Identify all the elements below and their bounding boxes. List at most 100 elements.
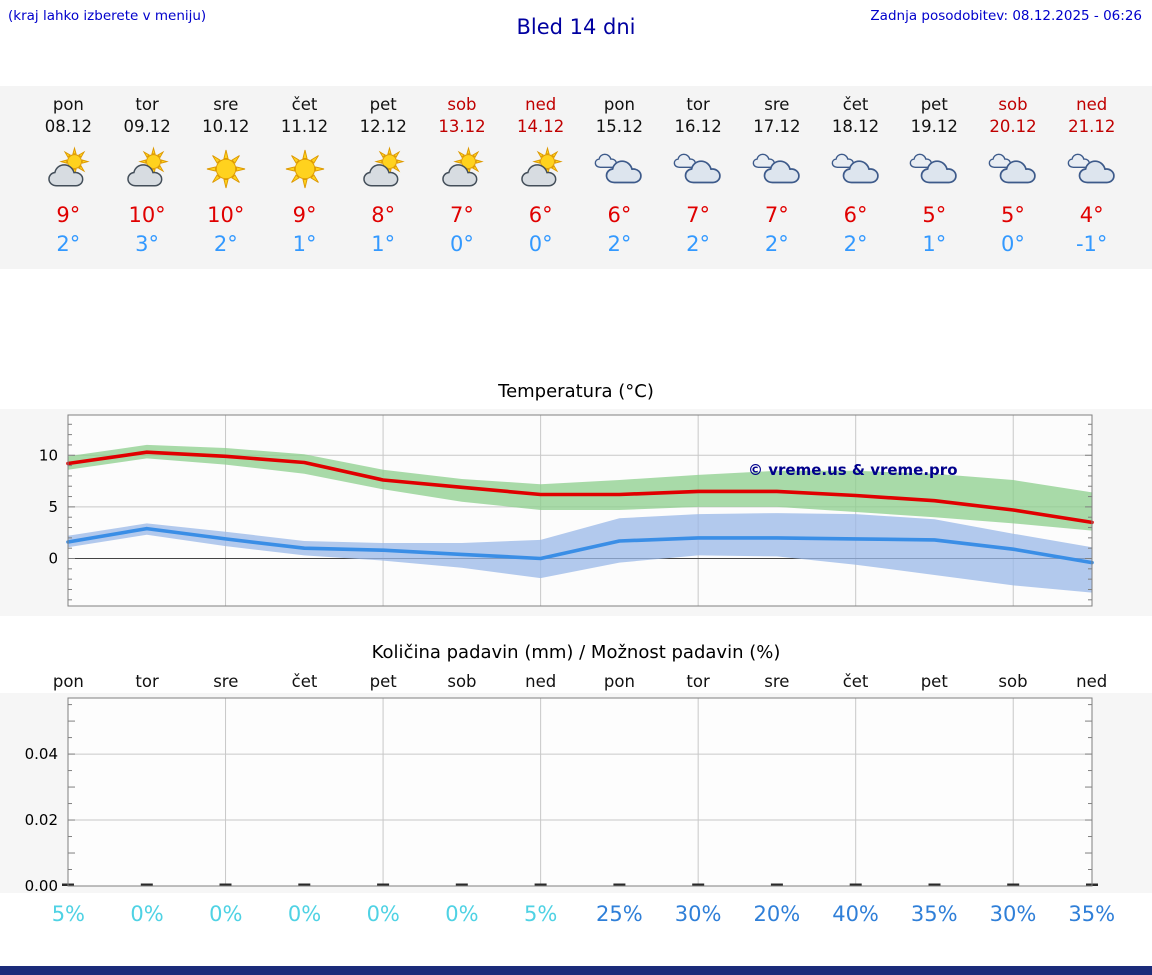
forecast-day: čet 18.12 6° 2° — [816, 94, 895, 257]
min-temp: 2° — [843, 232, 868, 256]
sun-cloud-icon — [501, 141, 580, 197]
min-temp: 3° — [135, 232, 160, 256]
max-temp: 7° — [450, 203, 474, 227]
day-name: ned — [1076, 95, 1108, 114]
precip-day-label: sob — [447, 672, 477, 691]
cloudy-icon — [580, 141, 659, 197]
day-name: sob — [447, 95, 477, 114]
precip-day-label: tor — [135, 672, 159, 691]
precipitation-section: Količina padavin (mm) / Možnost padavin … — [0, 642, 1152, 927]
cloudy-icon — [1052, 141, 1131, 197]
day-name: pon — [603, 95, 635, 114]
forecast-day: sre 17.12 7° 2° — [737, 94, 816, 257]
precip-day-label: pon — [603, 672, 635, 691]
svg-text:0.02: 0.02 — [25, 811, 58, 829]
precip-day-label: pet — [369, 672, 397, 691]
day-date: 20.12 — [989, 117, 1037, 136]
sun-cloud-icon — [29, 141, 108, 197]
precip-day-label: tor — [686, 672, 710, 691]
forecast-day: čet 11.12 9° 1° — [265, 94, 344, 257]
min-temp: 2° — [686, 232, 711, 256]
min-temp: 2° — [607, 232, 632, 256]
cloudy-icon — [816, 141, 895, 197]
day-date: 15.12 — [595, 117, 644, 136]
max-temp: 6° — [607, 203, 632, 227]
day-name: sre — [213, 95, 239, 114]
precip-probability: 35% — [1068, 902, 1116, 926]
day-date: 17.12 — [753, 117, 801, 136]
forecast-day: ned 21.12 4° -1° — [1052, 94, 1131, 257]
day-date: 08.12 — [44, 117, 92, 136]
day-name: sre — [764, 95, 790, 114]
min-temp: 2° — [213, 232, 238, 256]
min-temp: 2° — [764, 232, 789, 256]
max-temp: 7° — [764, 203, 789, 227]
day-date: 18.12 — [831, 117, 880, 136]
max-temp: 6° — [528, 203, 553, 227]
precip-day-label: ned — [1076, 672, 1108, 691]
day-date: 16.12 — [674, 117, 722, 136]
max-temp: 8° — [371, 203, 396, 227]
forecast-day: pet 12.12 8° 1° — [344, 94, 423, 257]
max-temp: 9° — [56, 203, 81, 227]
max-temp: 5° — [922, 203, 947, 227]
precip-day-label: čet — [842, 672, 869, 691]
min-temp: 1° — [292, 232, 317, 256]
min-temp: 0° — [528, 232, 553, 256]
precip-probability: 25% — [596, 902, 643, 926]
max-temp: 6° — [843, 203, 868, 227]
precip-day-label: čet — [291, 672, 318, 691]
precip-probabilities: 5% 0% 0% 0% 0% 0% 5% 25% 30% 20% 40% 35% 30% 35% — [0, 901, 1152, 927]
day-date: 14.12 — [517, 117, 565, 136]
cloudy-icon — [895, 141, 974, 197]
sun-cloud-icon — [108, 141, 187, 197]
forecast-day: sob 13.12 7° 0° — [423, 94, 502, 257]
min-temp: 2° — [56, 232, 81, 256]
max-temp: 10° — [128, 203, 166, 227]
day-date: 11.12 — [280, 117, 329, 136]
temperature-section: Temperatura (°C) 0 5 10 © vreme.us & vreme.… — [0, 381, 1152, 616]
day-date: 09.12 — [123, 117, 171, 136]
forecast-day: sre 10.12 10° 2° — [186, 94, 265, 257]
precip-day-label: ned — [525, 672, 557, 691]
precipitation-chart: 0.00 0.02 0.04 — [25, 697, 1098, 893]
precipitation-chart-title: Količina padavin (mm) / Možnost padavin … — [371, 642, 781, 663]
precip-day-label: sob — [998, 672, 1028, 691]
forecast-day: tor 09.12 10° 3° — [108, 94, 187, 257]
precip-probability: 0% — [287, 902, 322, 926]
footer-bar — [0, 966, 1152, 975]
precip-day-label: pet — [920, 672, 948, 691]
forecast-day: tor 16.12 7° 2° — [659, 94, 738, 257]
forecast-day: sob 20.12 5° 0° — [974, 94, 1053, 257]
day-date: 13.12 — [438, 117, 486, 136]
precip-probability: 0% — [209, 902, 243, 926]
min-temp: 1° — [371, 232, 396, 256]
day-name: sob — [998, 95, 1028, 114]
page-title: Bled 14 dni — [516, 15, 636, 39]
cloudy-icon — [974, 141, 1053, 197]
temperature-chart: 0 5 10 © vreme.us & vreme.pro — [39, 414, 1094, 607]
forecast-day: pet 19.12 5° 1° — [895, 94, 974, 257]
temperature-chart-band: 0 5 10 © vreme.us & vreme.pro — [0, 409, 1152, 616]
max-temp: 9° — [292, 203, 317, 227]
watermark-link[interactable]: © vreme.us & vreme.pro — [748, 461, 958, 479]
precip-probability: 35% — [910, 902, 958, 926]
day-name: pet — [369, 95, 397, 114]
cloudy-icon — [659, 141, 738, 197]
last-update: Zadnja posodobitev: 08.12.2025 - 06:26 — [870, 8, 1142, 24]
precip-probability: 20% — [753, 902, 801, 926]
svg-text:5: 5 — [48, 498, 58, 516]
max-temp: 10° — [207, 203, 245, 227]
day-date: 10.12 — [202, 117, 250, 136]
precip-day-labels: pon tor sre čet pet sob ned pon tor sre čet pet sob n… — [0, 671, 1152, 693]
precip-probability: 5% — [524, 902, 558, 926]
forecast-strip: pon 08.12 9° 2° tor 09.12 10° 3° sre 10.12 10° 2° če… — [0, 86, 1152, 269]
max-temp: 4° — [1079, 203, 1104, 227]
sun-cloud-icon — [344, 141, 423, 197]
day-date: 12.12 — [359, 117, 407, 136]
max-temp: 5° — [1001, 203, 1025, 227]
precip-probability: 40% — [832, 902, 879, 926]
precipitation-chart-band: 0.00 0.02 0.04 — [0, 693, 1152, 893]
svg-text:0: 0 — [48, 550, 58, 568]
svg-text:0.04: 0.04 — [25, 745, 58, 763]
